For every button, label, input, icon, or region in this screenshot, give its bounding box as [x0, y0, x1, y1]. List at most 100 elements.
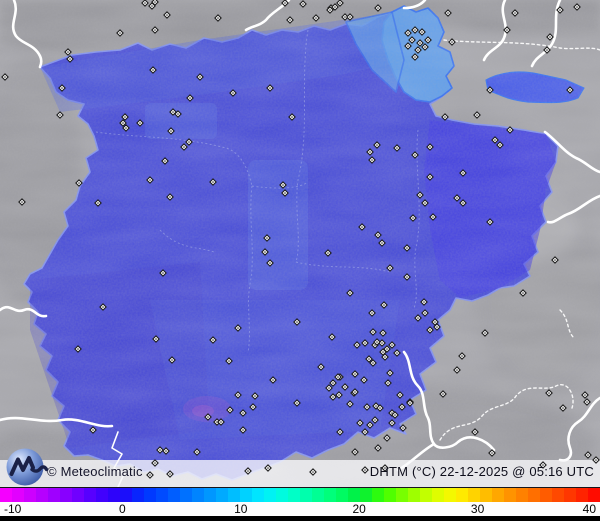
station-marker[interactable] — [408, 36, 416, 44]
station-marker[interactable] — [424, 36, 432, 44]
station-marker[interactable] — [381, 464, 389, 472]
station-marker[interactable] — [411, 53, 419, 61]
station-marker[interactable] — [398, 403, 406, 411]
station-marker[interactable] — [371, 416, 379, 424]
station-marker[interactable] — [546, 33, 554, 41]
station-marker[interactable] — [368, 309, 376, 317]
station-marker[interactable] — [149, 66, 157, 74]
station-marker[interactable] — [234, 324, 242, 332]
station-marker[interactable] — [341, 383, 349, 391]
station-marker[interactable] — [325, 384, 333, 392]
station-marker[interactable] — [166, 193, 174, 201]
station-marker[interactable] — [433, 323, 441, 331]
station-marker[interactable] — [162, 447, 170, 455]
station-marker[interactable] — [506, 126, 514, 134]
meteoclimatic-logo[interactable] — [5, 446, 49, 490]
station-marker[interactable] — [420, 298, 428, 306]
station-marker[interactable] — [543, 46, 551, 54]
station-marker[interactable] — [168, 356, 176, 364]
station-marker[interactable] — [486, 86, 494, 94]
station-marker[interactable] — [122, 124, 130, 132]
station-marker[interactable] — [453, 366, 461, 374]
station-marker[interactable] — [163, 11, 171, 19]
station-marker[interactable] — [381, 353, 389, 361]
station-marker[interactable] — [426, 143, 434, 151]
station-marker[interactable] — [217, 418, 225, 426]
station-marker[interactable] — [148, 2, 156, 10]
station-marker[interactable] — [373, 141, 381, 149]
station-marker[interactable] — [269, 376, 277, 384]
station-marker[interactable] — [404, 29, 412, 37]
station-marker[interactable] — [403, 244, 411, 252]
station-marker[interactable] — [58, 84, 66, 92]
station-marker[interactable] — [559, 404, 567, 412]
station-marker[interactable] — [539, 461, 547, 469]
station-marker[interactable] — [545, 389, 553, 397]
station-marker[interactable] — [366, 148, 374, 156]
station-marker[interactable] — [471, 428, 479, 436]
station-marker[interactable] — [358, 223, 366, 231]
station-marker[interactable] — [225, 357, 233, 365]
station-marker[interactable] — [346, 400, 354, 408]
station-marker[interactable] — [426, 173, 434, 181]
station-marker[interactable] — [159, 269, 167, 277]
station-marker[interactable] — [459, 199, 467, 207]
station-marker[interactable] — [384, 379, 392, 387]
station-marker[interactable] — [66, 55, 74, 63]
station-marker[interactable] — [473, 111, 481, 119]
station-marker[interactable] — [366, 421, 374, 429]
station-marker[interactable] — [74, 345, 82, 353]
station-marker[interactable] — [379, 329, 387, 337]
station-marker[interactable] — [421, 309, 429, 317]
station-marker[interactable] — [409, 214, 417, 222]
station-marker[interactable] — [331, 3, 339, 11]
station-marker[interactable] — [380, 301, 388, 309]
station-marker[interactable] — [459, 169, 467, 177]
station-marker[interactable] — [386, 369, 394, 377]
station-marker[interactable] — [361, 339, 369, 347]
station-marker[interactable] — [519, 289, 527, 297]
station-marker[interactable] — [169, 108, 177, 116]
station-marker[interactable] — [581, 391, 589, 399]
station-marker[interactable] — [286, 16, 294, 24]
station-marker[interactable] — [458, 352, 466, 360]
station-marker[interactable] — [151, 26, 159, 34]
station-marker[interactable] — [369, 359, 377, 367]
station-marker[interactable] — [583, 398, 591, 406]
station-marker[interactable] — [136, 119, 144, 127]
station-marker[interactable] — [414, 46, 422, 54]
station-marker[interactable] — [121, 113, 129, 121]
station-marker[interactable] — [383, 345, 391, 353]
station-marker[interactable] — [491, 136, 499, 144]
station-marker[interactable] — [360, 376, 368, 384]
station-marker[interactable] — [496, 141, 504, 149]
attribution-link[interactable]: © Meteoclimatic — [47, 464, 143, 479]
station-marker[interactable] — [592, 456, 600, 464]
station-marker[interactable] — [444, 9, 452, 17]
station-marker[interactable] — [573, 3, 581, 11]
station-marker[interactable] — [146, 471, 154, 479]
station-marker[interactable] — [393, 144, 401, 152]
station-marker[interactable] — [263, 234, 271, 242]
station-marker[interactable] — [56, 111, 64, 119]
station-marker[interactable] — [439, 390, 447, 398]
station-marker[interactable] — [326, 6, 334, 14]
station-marker[interactable] — [421, 43, 429, 51]
station-marker[interactable] — [161, 157, 169, 165]
station-marker[interactable] — [234, 391, 242, 399]
station-marker[interactable] — [556, 6, 564, 14]
station-marker[interactable] — [174, 110, 182, 118]
station-marker[interactable] — [481, 329, 489, 337]
station-marker[interactable] — [351, 370, 359, 378]
station-marker[interactable] — [185, 138, 193, 146]
station-marker[interactable] — [251, 392, 259, 400]
station-marker[interactable] — [374, 444, 382, 452]
station-marker[interactable] — [365, 355, 373, 363]
station-marker[interactable] — [379, 348, 387, 356]
station-marker[interactable] — [329, 393, 337, 401]
station-marker[interactable] — [193, 448, 201, 456]
station-marker[interactable] — [152, 335, 160, 343]
station-marker[interactable] — [378, 239, 386, 247]
station-marker[interactable] — [353, 341, 361, 349]
station-marker[interactable] — [196, 73, 204, 81]
